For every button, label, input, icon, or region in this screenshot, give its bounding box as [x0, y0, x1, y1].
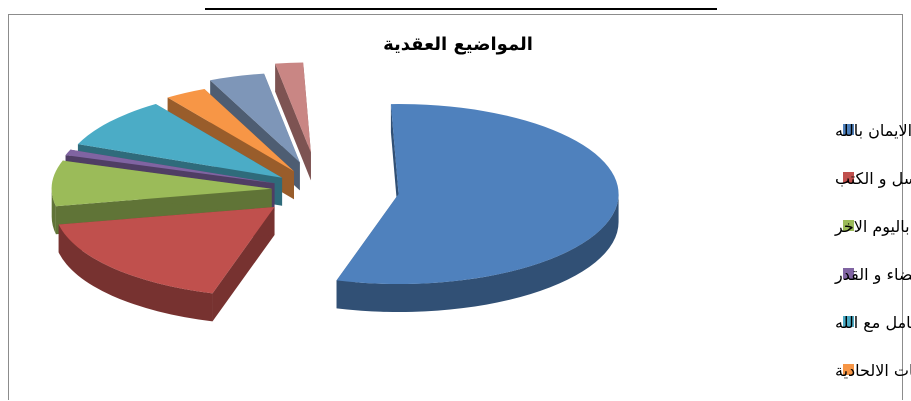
pie-slices: [51, 62, 619, 322]
pie-slice-6: [210, 73, 300, 163]
pie-slice-2: [51, 160, 272, 207]
legend-swatch-1: [843, 172, 854, 183]
pie-slice-wall-0: [390, 104, 399, 223]
pie-slice-4: [77, 104, 283, 178]
legend: التوحيد و الايمان بالله الايمان بالرسل و …: [834, 121, 911, 380]
pie-slice-1: [58, 206, 275, 294]
chart-title: المواضيع العقدية: [383, 34, 533, 55]
top-rule-line: [205, 0, 717, 10]
legend-label-3: الايمان بالقضاء و القدر: [834, 265, 911, 285]
legend-label-0: التوحيد و الايمان بالله: [835, 121, 911, 141]
chart-frame: [8, 14, 903, 400]
pie-slice-side-2: [51, 188, 56, 235]
legend-swatch-3: [843, 268, 854, 279]
legend-swatch-4: [843, 316, 854, 327]
legend-label-4: التعامل مع الله: [835, 313, 911, 333]
pie-slice-7: [275, 62, 311, 153]
legend-swatch-5: [843, 364, 854, 375]
pie-slice-0: [336, 104, 619, 285]
pie-slice-3: [65, 149, 275, 184]
legend-swatch-2: [843, 220, 854, 231]
pie-slice-5: [167, 89, 294, 172]
legend-swatch-0: [843, 124, 854, 135]
pie-slice-wall-7: [275, 63, 311, 181]
legend-label-1: الايمان بالرسل و الكتب: [835, 169, 911, 189]
pie-slice-side-0: [336, 194, 619, 313]
pie-slice-side-1: [58, 224, 213, 322]
legend-label-5: الفلسفات الالحادية: [835, 361, 911, 380]
legend-label-2: الايمان باليوم الاخر: [834, 217, 911, 237]
